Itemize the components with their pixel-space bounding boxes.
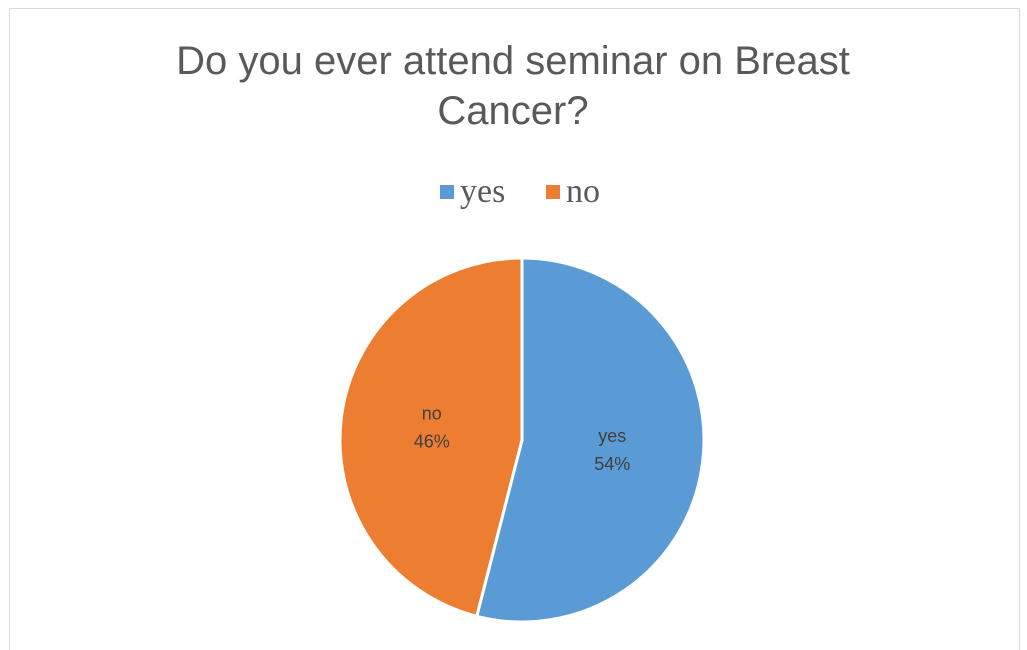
data-label-value: 54% bbox=[594, 454, 630, 474]
legend-label: yes bbox=[460, 173, 505, 210]
pie-slice bbox=[338, 256, 524, 619]
data-label-value: 46% bbox=[414, 431, 450, 451]
chart-title: Do you ever attend seminar on Breast Can… bbox=[176, 39, 850, 133]
legend-swatch bbox=[546, 185, 560, 199]
data-label-name: yes bbox=[598, 426, 626, 446]
legend-label: no bbox=[566, 173, 600, 210]
pie-slice bbox=[474, 256, 706, 624]
legend-swatch bbox=[440, 185, 454, 199]
data-label-name: no bbox=[422, 403, 442, 423]
chart-frame bbox=[9, 8, 1020, 650]
